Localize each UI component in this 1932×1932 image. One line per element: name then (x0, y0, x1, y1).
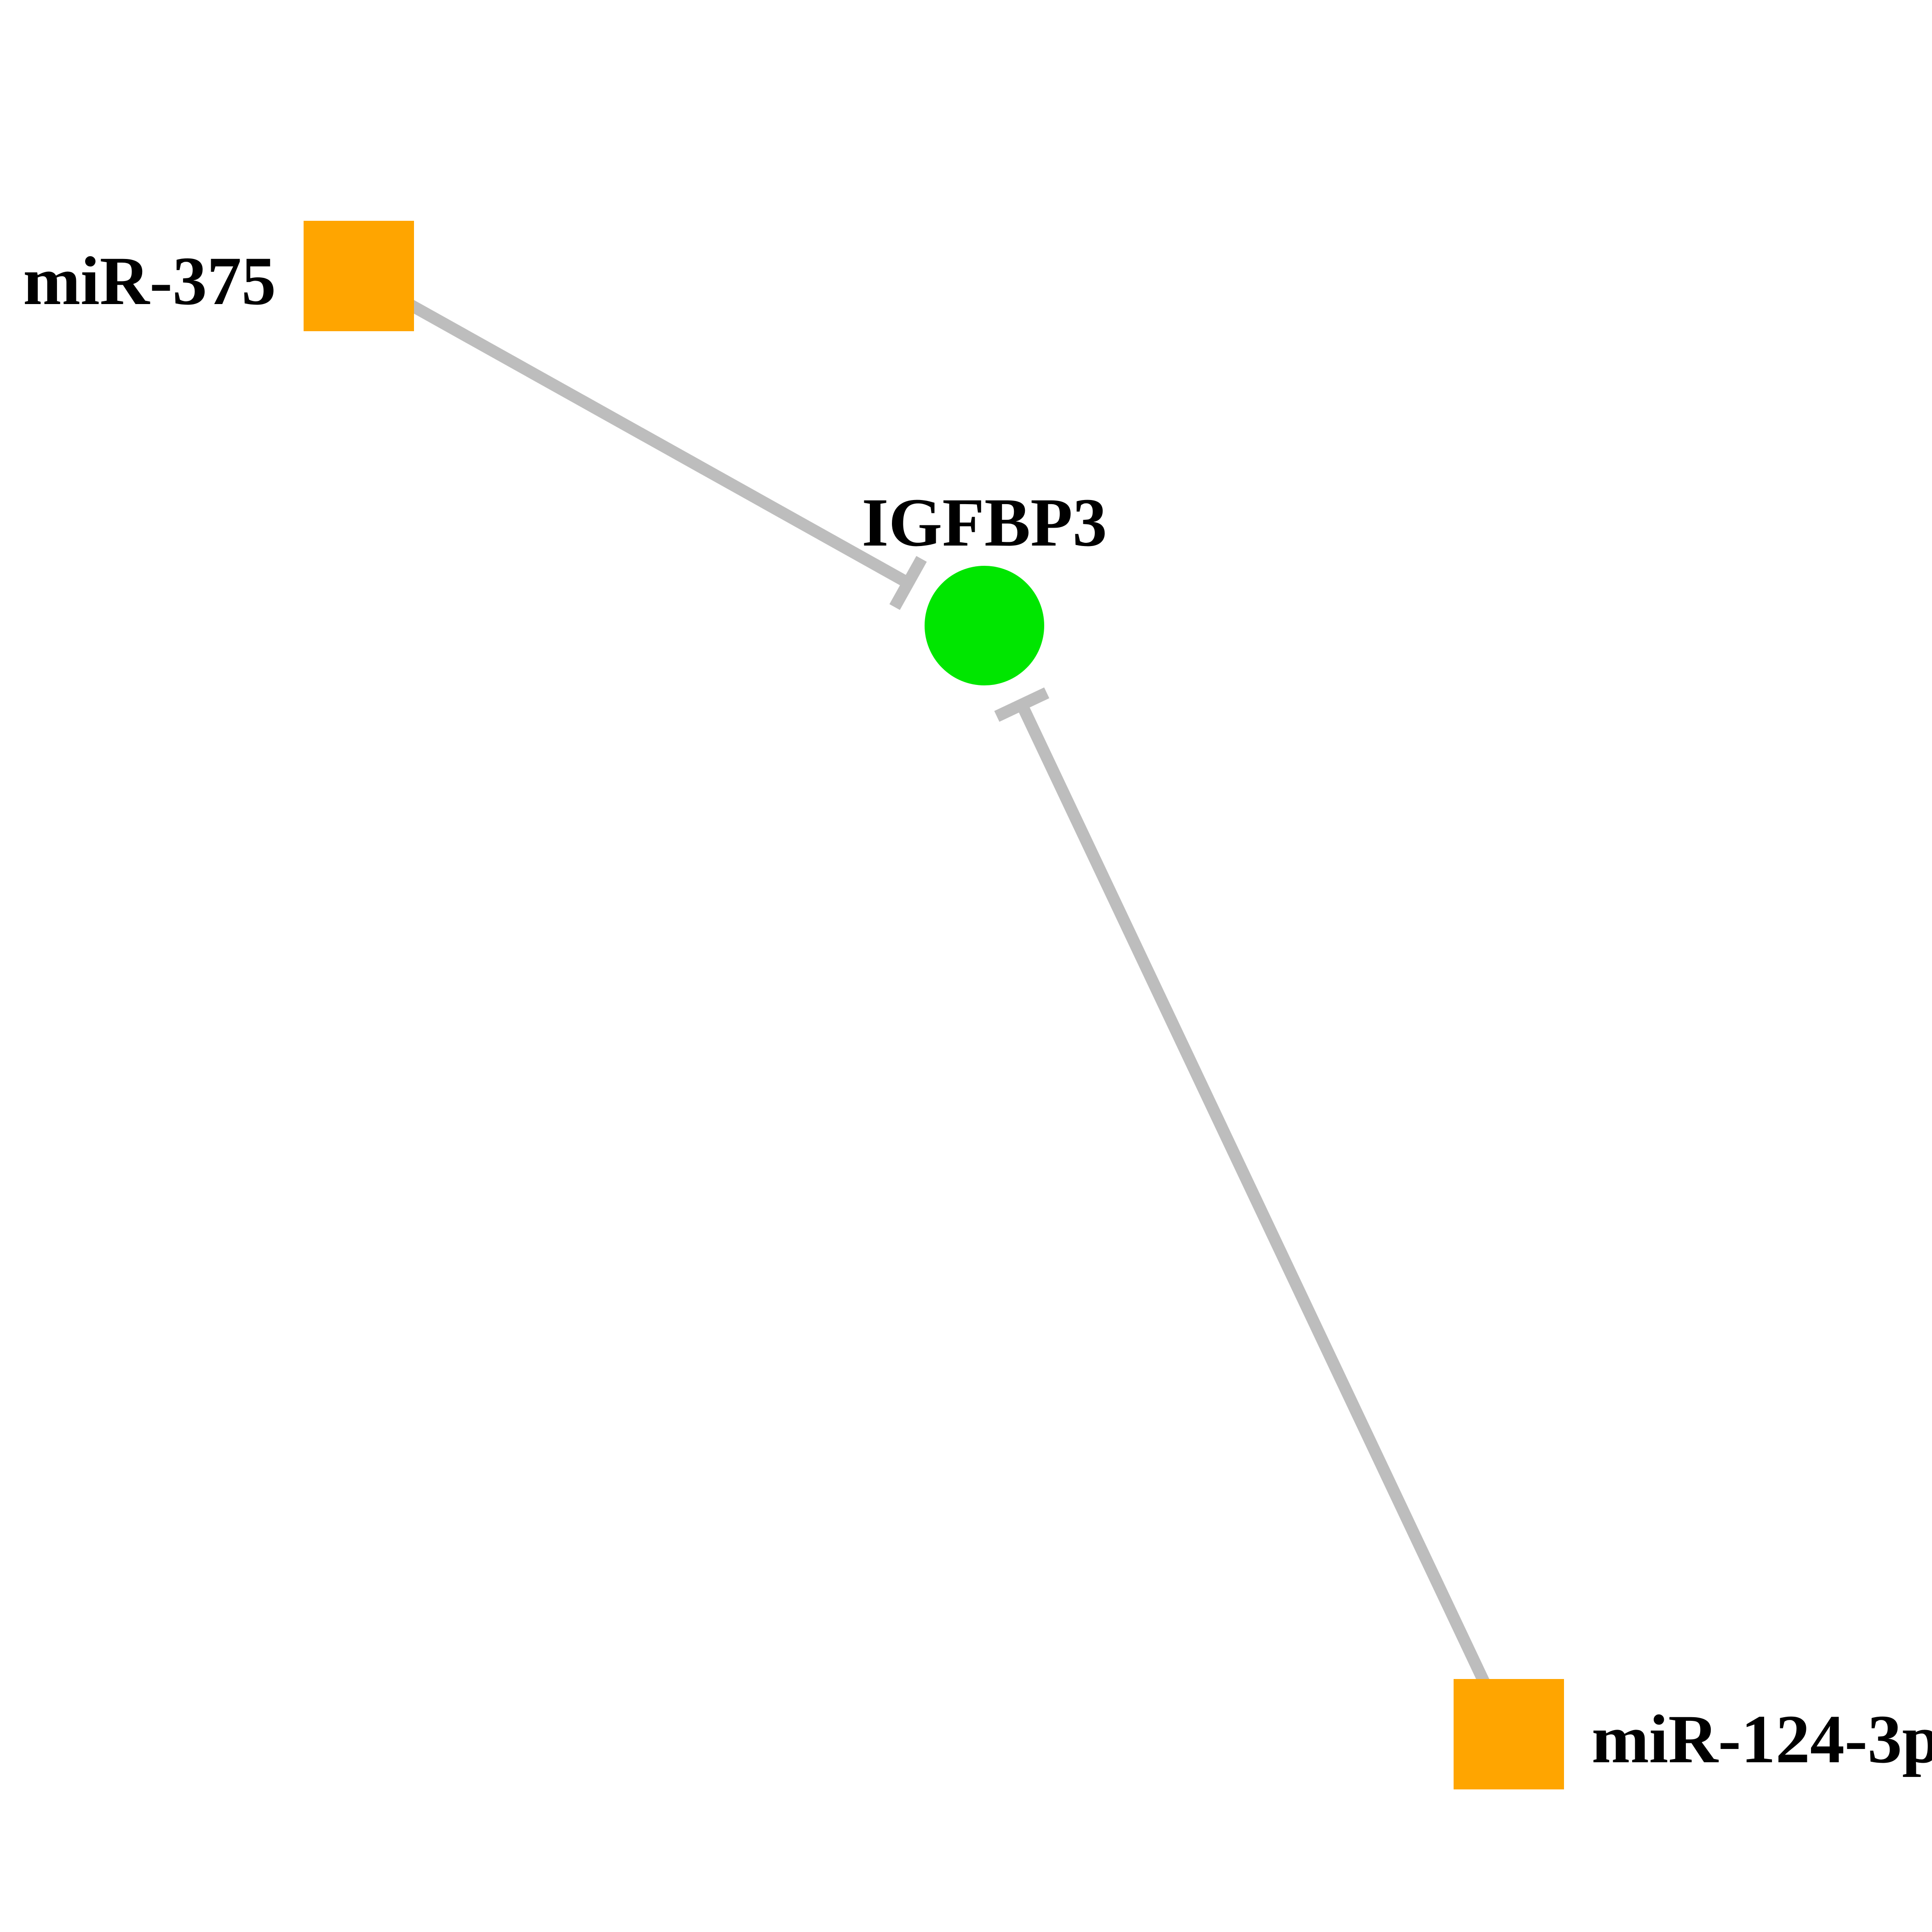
node-igfbp3[interactable] (925, 566, 1044, 685)
node-mir124[interactable] (1454, 1679, 1564, 1789)
node-mir375[interactable] (304, 221, 414, 331)
node-label-mir124: miR-124-3p (1592, 1700, 1932, 1779)
edge-mir124-igfbp3 (1022, 705, 1485, 1685)
network-canvas: miR-375 IGFBP3 miR-124-3p (0, 0, 1932, 1932)
node-label-mir375: miR-375 (23, 242, 276, 321)
edge-mir375-igfbp3 (407, 303, 908, 583)
edges-layer (0, 0, 1932, 1932)
node-label-igfbp3: IGFBP3 (862, 483, 1107, 562)
